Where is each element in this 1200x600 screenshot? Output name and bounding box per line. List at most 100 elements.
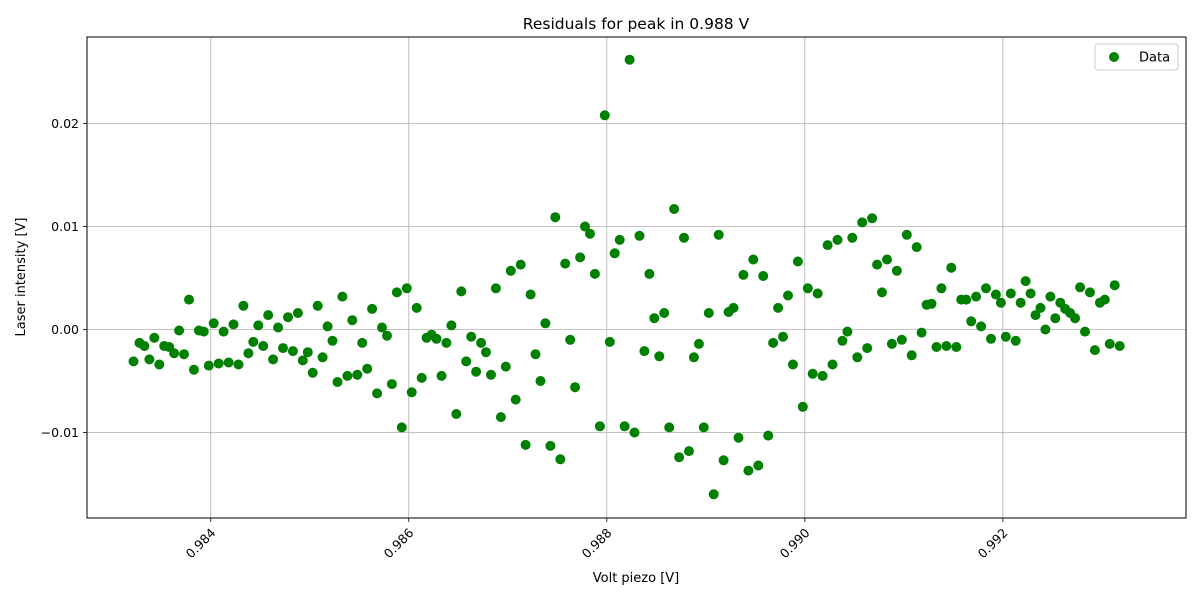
data-point <box>951 342 962 352</box>
data-point <box>837 335 848 346</box>
data-point <box>312 300 323 311</box>
y-axis-ticks: −0.01 0.00 0.01 0.02 <box>41 116 87 440</box>
data-point <box>708 489 719 500</box>
data-point <box>580 221 590 232</box>
data-point <box>1085 287 1095 298</box>
data-point <box>203 360 214 371</box>
data-point <box>867 213 878 224</box>
data-point <box>644 268 655 279</box>
data-point <box>128 356 139 367</box>
data-point <box>1050 313 1061 324</box>
data-point <box>184 294 194 305</box>
data-point <box>832 234 843 245</box>
y-tick-label: 0.01 <box>51 219 79 234</box>
data-point <box>283 312 293 323</box>
data-point <box>456 286 467 297</box>
data-point <box>565 334 576 345</box>
data-point <box>362 363 373 374</box>
data-point <box>1030 310 1041 321</box>
data-point <box>966 316 977 327</box>
data-point <box>471 366 482 377</box>
data-point <box>659 308 670 318</box>
data-point <box>218 326 229 337</box>
data-point <box>436 370 447 381</box>
data-point <box>792 256 803 267</box>
data-point <box>827 359 838 370</box>
data-point <box>936 283 947 294</box>
x-axis-label: Volt piezo [V] <box>593 571 680 586</box>
data-point <box>995 297 1006 308</box>
data-point <box>817 370 828 381</box>
legend: Data <box>1094 43 1179 71</box>
data-point <box>391 287 402 298</box>
data-point <box>1010 335 1021 346</box>
data-point <box>213 358 224 369</box>
data-point <box>377 322 387 333</box>
data-point <box>693 338 704 349</box>
data-point <box>763 430 774 441</box>
data-point <box>575 252 586 263</box>
data-point <box>317 352 328 363</box>
data-point <box>778 331 788 342</box>
data-point <box>599 110 610 121</box>
data-point <box>1070 313 1081 324</box>
chart-title: Residuals for peak in 0.988 V <box>523 15 750 33</box>
data-point <box>510 394 521 405</box>
data-point <box>520 439 531 450</box>
data-point <box>906 350 917 361</box>
data-point <box>372 388 383 399</box>
data-point <box>386 379 397 390</box>
data-point <box>713 229 724 240</box>
data-point <box>728 302 739 313</box>
data-point <box>852 352 863 363</box>
data-point <box>347 315 358 326</box>
data-point <box>1099 294 1110 305</box>
data-point <box>986 333 996 344</box>
data-point <box>441 337 452 348</box>
data-point <box>609 248 620 259</box>
data-point <box>446 320 457 331</box>
data-point <box>273 322 284 333</box>
data-point <box>842 326 853 337</box>
data-point <box>139 341 150 351</box>
data-point <box>490 283 501 294</box>
data-point <box>971 291 982 302</box>
data-point <box>263 310 274 321</box>
data-point <box>545 440 556 451</box>
data-point <box>416 372 427 383</box>
data-point <box>1015 297 1026 308</box>
data-point <box>530 349 541 360</box>
data-point <box>594 421 605 432</box>
data-point <box>916 327 927 338</box>
data-point <box>1020 276 1031 287</box>
data-point <box>822 240 833 251</box>
y-tick-label: 0.00 <box>51 322 79 337</box>
data-point <box>1000 331 1011 342</box>
data-point <box>773 302 784 313</box>
data-point <box>624 54 635 65</box>
data-point <box>411 302 422 313</box>
data-point <box>174 325 185 336</box>
data-point <box>401 283 412 294</box>
data-point <box>342 370 353 381</box>
plot-area-frame <box>86 36 1187 519</box>
data-point <box>292 308 303 318</box>
data-point <box>1109 280 1120 291</box>
data-point <box>674 452 685 463</box>
data-point <box>540 318 551 329</box>
y-tick-label: 0.02 <box>51 116 79 131</box>
data-point <box>585 228 595 239</box>
data-point <box>847 232 858 243</box>
data-point <box>570 382 581 393</box>
data-point <box>976 321 987 332</box>
data-point <box>679 232 689 243</box>
data-point <box>684 446 694 457</box>
data-point <box>857 217 868 228</box>
data-point <box>669 204 680 214</box>
data-point <box>946 262 957 273</box>
data-point <box>322 321 333 332</box>
data-point <box>431 333 442 344</box>
data-point <box>901 229 912 240</box>
data-point <box>476 337 487 348</box>
